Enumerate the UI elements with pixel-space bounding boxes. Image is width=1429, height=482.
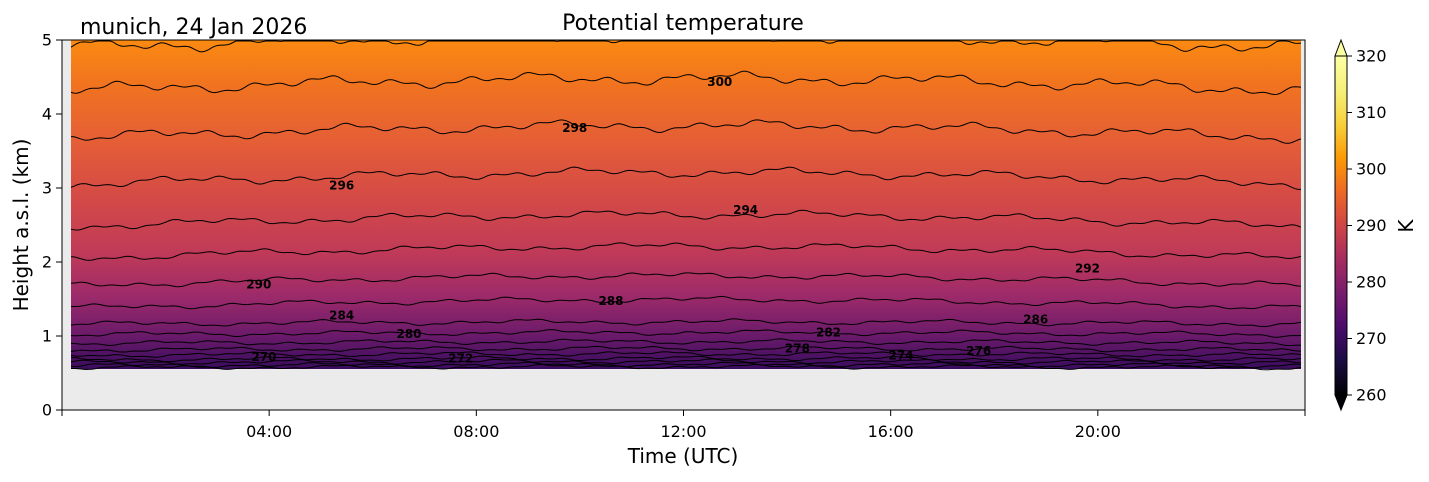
contour-line-282 [70,338,1302,347]
colorbar-body [1334,55,1348,396]
contour-line-302 [70,40,1302,53]
contour-line-298 [70,119,1302,144]
contour-line-272 [70,361,1302,369]
y-tick-label: 3 [42,179,52,198]
y-tick-label: 4 [42,105,52,124]
contour-label-298: 298 [562,121,587,135]
contour-label-286: 286 [1023,312,1048,326]
contour-label-294: 294 [733,203,758,217]
colorbar-label: K [1394,219,1418,233]
contour-label-288: 288 [598,294,623,308]
contour-label-284: 284 [329,309,354,323]
contour-line-278 [70,351,1302,358]
contour-label-300: 300 [707,75,732,89]
colorbar-extend-max [1334,38,1348,57]
contour-label-292: 292 [1075,261,1100,275]
x-axis-ticks: 04:00 08:00 12:00 16:00 20:00 [61,410,1306,441]
colorbar-tick-label: 310 [1356,103,1387,122]
contour-line-290 [70,272,1302,288]
theta-field [71,40,1301,369]
contour-label-282: 282 [816,326,841,340]
y-tick-label: 1 [42,327,52,346]
x-tick-label: 20:00 [1075,422,1121,441]
y-tick-label: 5 [42,31,52,50]
contour-label-296: 296 [329,178,354,192]
colorbar-tick-label: 300 [1356,160,1387,179]
contour-line-296 [70,166,1301,190]
x-tick-label: 12:00 [660,422,706,441]
x-tick-label: 08:00 [453,422,499,441]
y-axis-label: Height a.s.l. (km) [9,139,33,312]
contour-line-270 [71,364,1302,371]
contour-line-288 [70,295,1302,310]
y-axis-ticks: 0 1 2 3 4 5 [42,31,62,420]
contour-label-290: 290 [246,278,271,292]
contour-label-276: 276 [966,344,991,358]
colorbar-extend-min [1334,394,1348,412]
contour-label-278: 278 [785,341,810,355]
y-tick-label: 0 [42,401,52,420]
contour-line-276 [70,355,1302,363]
x-tick-label: 16:00 [868,422,914,441]
chart-title: Potential temperature [562,11,804,36]
colorbar-tick-label: 290 [1356,216,1387,235]
contour-lines [70,40,1302,371]
contour-line-274 [70,358,1301,365]
contour-line-280 [70,345,1302,353]
contour-line-294 [70,209,1302,231]
colorbar-ticks: 260 270 280 290 300 310 320 [1347,47,1387,405]
contour-line-300 [70,70,1302,96]
contour-line-292 [70,242,1302,261]
contour-line-284 [70,329,1302,338]
contour-label-270: 270 [251,350,276,364]
contour-label-280: 280 [396,327,421,341]
contour-line-286 [70,318,1302,328]
colorbar: 260 270 280 290 300 310 320 K [1334,38,1418,412]
colorbar-tick-label: 280 [1356,273,1387,292]
contour-labels: 270 272 274 276 278 280 282 284 286 288 290 292 294 2… [246,75,1100,366]
subtitle-location-date: munich, 24 Jan 2026 [80,15,307,40]
y-tick-label: 2 [42,253,52,272]
colorbar-tick-label: 260 [1356,386,1387,405]
contour-label-274: 274 [888,349,913,363]
contour-label-272: 272 [448,352,473,366]
x-tick-label: 04:00 [246,422,292,441]
colorbar-tick-label: 320 [1356,47,1387,66]
colorbar-tick-label: 270 [1356,329,1387,348]
x-axis-label: Time (UTC) [627,444,739,468]
